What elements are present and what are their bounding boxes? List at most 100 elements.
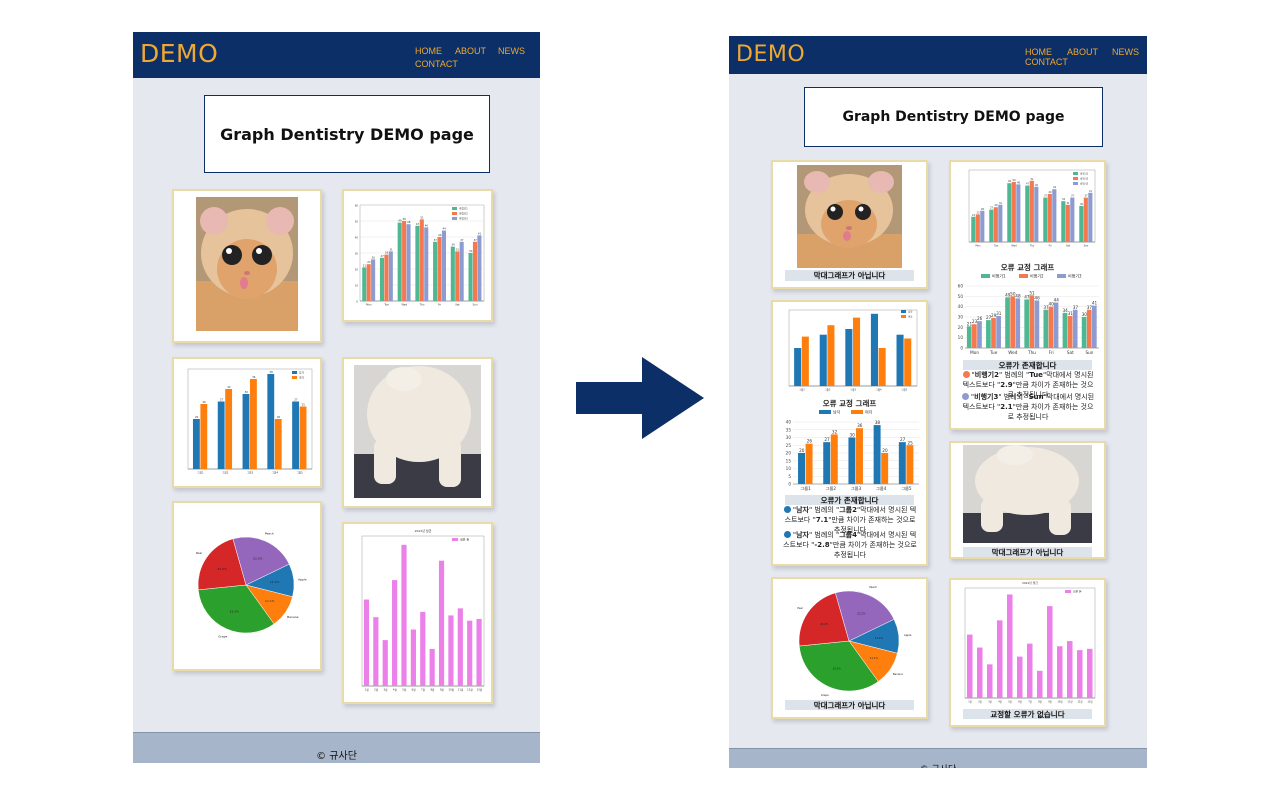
y-tick-label: 40	[355, 236, 359, 240]
bar	[898, 442, 906, 484]
bar	[1070, 197, 1075, 242]
data-label: 49	[1005, 292, 1011, 297]
bar	[993, 207, 998, 242]
x-tick-label: 8월	[430, 688, 435, 692]
data-label: 38	[269, 370, 273, 374]
data-label: 44	[1054, 298, 1060, 303]
data-label: 29	[991, 313, 997, 318]
legend-label: 여자	[299, 376, 304, 380]
nav-home[interactable]: HOME	[1025, 47, 1052, 57]
bar	[1029, 295, 1035, 348]
bar	[371, 259, 376, 301]
data-label: 23	[976, 211, 980, 214]
bar	[975, 214, 980, 242]
bar	[987, 664, 993, 698]
bar	[382, 640, 388, 686]
nav-contact[interactable]: CONTACT	[1025, 57, 1068, 67]
bar	[441, 230, 447, 301]
data-label: 46	[425, 223, 429, 227]
bar	[971, 216, 976, 242]
x-tick-label: 1월	[365, 688, 370, 692]
data-label: 20	[799, 448, 805, 453]
y-tick-label: 0	[356, 300, 358, 304]
y-tick-label: 35	[786, 427, 792, 432]
legend-label: 남자	[833, 409, 841, 415]
pie-slice	[197, 538, 247, 591]
bar	[455, 251, 460, 301]
nav-home[interactable]: HOME	[415, 46, 442, 56]
slice-percent: 33.3%	[833, 666, 842, 670]
bar	[392, 580, 398, 686]
bar	[819, 334, 827, 386]
data-label: 30	[1080, 203, 1084, 206]
data-label: 37	[434, 238, 438, 242]
fruit-pie-chart: 11.1% Apple 11.1% Banana 33.3% Grape 22.2% Pear…	[196, 531, 307, 638]
cat-photo	[196, 197, 298, 331]
data-label: 31	[389, 247, 393, 251]
bar	[1079, 206, 1084, 242]
x-tick-label: 그룹3	[247, 471, 254, 475]
nav-news[interactable]: NEWS	[498, 46, 525, 56]
nav-about[interactable]: ABOUT	[1067, 47, 1099, 57]
x-tick-label: 그룹2	[826, 486, 837, 491]
error-note-2: "남자" 범례의 "그룹4"막대에서 명시된 텍스트보다 "-2.8"만큼 차이…	[783, 531, 917, 559]
bar	[1027, 643, 1033, 698]
bar	[410, 629, 416, 686]
bar	[438, 560, 445, 686]
bar	[292, 401, 300, 469]
data-label: 32	[227, 385, 231, 389]
x-tick-label: 그룹2	[222, 471, 229, 475]
data-label: 27	[986, 315, 992, 320]
not-bar-caption: 막대그래프가 아닙니다	[785, 270, 914, 281]
data-label: 51	[1029, 290, 1035, 295]
bar	[977, 321, 982, 348]
monthly-chart: 1월 2월 3월 4월 5월 6월 7월 8월 9월 10월 11월 12월 13월 실은 돈 2022년 …	[964, 581, 1096, 703]
data-label: 30	[1082, 312, 1088, 317]
x-tick-label: Wed	[401, 303, 407, 307]
airplane-chart-card: 0 10 20 30 40 50 60 21 23 26 Mon 27 29 31 Tue 49 50 48 Wed…	[342, 189, 493, 322]
data-label: 30	[245, 390, 249, 394]
bar	[1067, 641, 1073, 698]
logo[interactable]: DEMO	[736, 42, 806, 67]
bar	[429, 648, 435, 686]
legend-label: 비행기3	[1080, 182, 1089, 186]
nav-about[interactable]: ABOUT	[455, 46, 487, 56]
chart-title: 2022년 월급	[415, 528, 432, 533]
bar	[878, 348, 886, 386]
data-label: 38	[875, 420, 881, 425]
legend-label: 실은 돈	[460, 537, 469, 542]
x-tick-label: Fri	[1049, 244, 1052, 247]
legend-swatch	[292, 371, 297, 374]
x-tick-label: Sun	[1084, 244, 1089, 247]
y-tick-label: 20	[355, 268, 359, 272]
data-label: 41	[1089, 190, 1093, 193]
x-tick-label: Sat	[1067, 350, 1074, 355]
data-label: 50	[1012, 179, 1016, 182]
data-label: 21	[972, 214, 976, 217]
slice-percent: 33.3%	[229, 609, 239, 613]
x-tick-label: 그룹5	[296, 471, 303, 475]
gender-chart-card: 20 26 그룹1 27 32 그룹2 30 36 그룹3 38 20 그룹4 27 25 그룹5 남자 여자	[172, 357, 322, 488]
legend-swatch	[452, 207, 457, 210]
legend-swatch	[1065, 590, 1071, 593]
bar	[1077, 650, 1083, 698]
bar	[433, 241, 438, 301]
slice-percent: 11.1%	[875, 636, 884, 640]
bar	[989, 209, 994, 242]
nav-contact[interactable]: CONTACT	[415, 59, 458, 69]
legend-label: 여자	[865, 409, 873, 415]
bar	[991, 318, 996, 348]
data-label: 31	[456, 247, 460, 251]
bar	[1053, 302, 1059, 348]
logo[interactable]: DEMO	[140, 39, 219, 68]
bar	[1087, 648, 1093, 698]
bar	[801, 336, 809, 386]
pie-slice	[197, 584, 275, 634]
bar	[1029, 180, 1034, 242]
nav-menu: HOME ABOUT NEWS CONTACT	[1025, 47, 1143, 73]
bar	[437, 237, 442, 301]
slice-percent: 22.2%	[820, 622, 829, 626]
nav-news[interactable]: NEWS	[1112, 47, 1139, 57]
data-label: 23	[972, 319, 978, 324]
